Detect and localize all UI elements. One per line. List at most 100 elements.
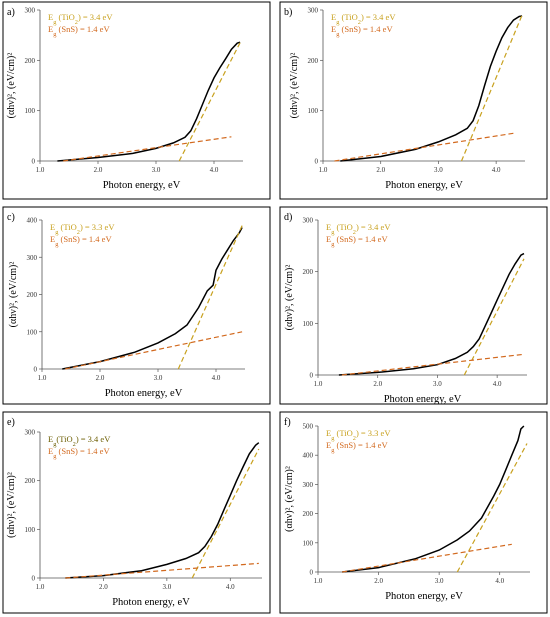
y-tick-label: 0 xyxy=(310,372,314,380)
bandgap-sns-label: Eg (SnS) = 1.4 eV xyxy=(326,234,388,248)
y-tick-label: 0 xyxy=(32,575,36,583)
y-tick-label: 100 xyxy=(308,107,319,115)
sns-fit-line xyxy=(65,331,243,370)
y-tick-label: 300 xyxy=(25,7,36,15)
x-tick-label: 2.0 xyxy=(376,166,385,174)
chart-panel-b: b) 1.0 2.0 3.0 4.0 0 100 200 300 Photon energy, e… xyxy=(279,1,548,200)
panel-label: e) xyxy=(7,417,15,428)
absorption-curve xyxy=(62,227,243,370)
y-tick-label: 200 xyxy=(27,291,38,299)
y-tick-label: 0 xyxy=(32,158,36,166)
tio2-fit-line xyxy=(177,225,243,370)
y-tick-label: 300 xyxy=(25,429,36,437)
y-tick-label: 300 xyxy=(27,254,38,262)
x-axis-title: Photon energy, eV xyxy=(385,180,463,191)
y-tick-label: 400 xyxy=(27,217,38,225)
y-tick-label: 200 xyxy=(308,57,319,65)
sns-fit-line xyxy=(63,136,232,162)
tio2-fit-line xyxy=(178,42,241,162)
x-tick-label: 4.0 xyxy=(226,583,235,591)
bandgap-tio2-label: Eg (TiO2) = 3.4 eV xyxy=(48,12,113,26)
y-axis-title: (αhν)², (eV/cm)² xyxy=(8,262,19,328)
x-axis-title: Photon energy, eV xyxy=(105,388,183,399)
x-tick-label: 1.0 xyxy=(314,577,323,585)
panel-label: d) xyxy=(284,212,292,223)
panel-label: f) xyxy=(284,417,291,428)
bandgap-sns-label: Eg (SnS) = 1.4 eV xyxy=(331,24,393,38)
y-tick-label: 400 xyxy=(303,452,314,460)
panel-frame xyxy=(2,411,271,614)
y-tick-label: 500 xyxy=(303,423,314,431)
x-tick-label: 2.0 xyxy=(99,583,108,591)
bandgap-tio2-label: Eg(TiO2) = 3.4 eV xyxy=(48,434,111,448)
x-axis-title: Photon energy, eV xyxy=(112,597,190,608)
panel-frame xyxy=(279,411,548,614)
x-tick-label: 4.0 xyxy=(495,577,504,585)
absorption-curve xyxy=(340,15,523,162)
chart-panel-a: a) 1.0 2.0 3.0 4.0 0 100 200 300 Photon energy, e… xyxy=(2,1,271,200)
x-tick-label: 2.0 xyxy=(94,166,103,174)
bandgap-sns-label: Eg (SnS) = 1.4 eV xyxy=(326,440,388,454)
panel-frame xyxy=(279,206,548,405)
y-axis-title: (αhν)², (eV/cm)² xyxy=(284,466,295,532)
sns-fit-line xyxy=(341,353,525,376)
x-tick-label: 4.0 xyxy=(210,166,219,174)
chart-panel-f: f) 1.0 2.0 3.0 4.0 0 100 200 300 400 500 Photon ene… xyxy=(279,411,548,614)
x-tick-label: 2.0 xyxy=(96,374,105,382)
bandgap-sns-label: Eg (SnS) = 1.4 eV xyxy=(50,234,112,248)
x-tick-label: 3.0 xyxy=(152,166,161,174)
x-tick-label: 1.0 xyxy=(36,583,45,591)
y-tick-label: 100 xyxy=(25,526,36,534)
y-tick-label: 0 xyxy=(310,569,314,577)
y-axis-title: (αhν)², (eV/cm)² xyxy=(6,53,17,119)
y-tick-label: 300 xyxy=(303,481,314,489)
absorption-curve xyxy=(338,252,525,376)
bandgap-tio2-label: Eg (TiO2) = 3.4 eV xyxy=(331,12,396,26)
bandgap-sns-label: Eg (SnS) = 1.4 eV xyxy=(48,446,110,460)
y-axis-title: (αhν)², (eV/cm)² xyxy=(284,265,295,331)
x-tick-label: 4.0 xyxy=(492,166,501,174)
y-axis-title: (αhν)², (eV/cm)² xyxy=(289,53,300,119)
y-tick-label: 0 xyxy=(34,366,38,374)
sns-fit-line xyxy=(65,562,259,579)
bandgap-tio2-label: Eg (TiO2) = 3.3 eV xyxy=(326,428,391,442)
y-tick-label: 200 xyxy=(25,477,36,485)
panel-frame xyxy=(279,1,548,200)
tio2-fit-line xyxy=(463,258,525,376)
tio2-fit-line xyxy=(191,448,260,579)
x-tick-label: 3.0 xyxy=(162,583,171,591)
x-tick-label: 1.0 xyxy=(319,166,328,174)
x-tick-label: 3.0 xyxy=(435,577,444,585)
x-axis-title: Photon energy, eV xyxy=(103,180,181,191)
absorption-curve xyxy=(342,425,525,573)
y-tick-label: 100 xyxy=(25,107,36,115)
tio2-fit-line xyxy=(460,14,523,162)
y-tick-label: 200 xyxy=(25,57,36,65)
tio2-fit-line xyxy=(456,443,528,573)
y-tick-label: 200 xyxy=(303,510,314,518)
sns-fit-line xyxy=(342,543,512,573)
y-tick-label: 300 xyxy=(308,7,319,15)
sns-fit-line xyxy=(334,132,514,162)
y-tick-label: 100 xyxy=(303,320,314,328)
panel-frame xyxy=(2,1,271,200)
y-axis-title: (αhν)², (eV/cm)² xyxy=(6,472,17,538)
panel-frame xyxy=(2,206,271,405)
x-tick-label: 4.0 xyxy=(212,374,221,382)
x-tick-label: 1.0 xyxy=(36,166,45,174)
x-tick-label: 2.0 xyxy=(373,380,382,388)
absorption-curve xyxy=(57,41,241,162)
y-tick-label: 0 xyxy=(315,158,319,166)
x-axis-title: Photon energy, eV xyxy=(385,591,463,602)
panel-label: a) xyxy=(7,7,15,18)
absorption-curve xyxy=(65,442,260,579)
y-tick-label: 200 xyxy=(303,268,314,276)
chart-panel-e: e) 1.0 2.0 3.0 4.0 0 100 200 300 Photon energy, e… xyxy=(2,411,271,614)
panel-label: c) xyxy=(7,212,15,223)
x-tick-label: 2.0 xyxy=(374,577,383,585)
x-axis-title: Photon energy, eV xyxy=(384,394,462,405)
x-tick-label: 1.0 xyxy=(38,374,47,382)
x-tick-label: 3.0 xyxy=(154,374,163,382)
x-tick-label: 4.0 xyxy=(493,380,502,388)
